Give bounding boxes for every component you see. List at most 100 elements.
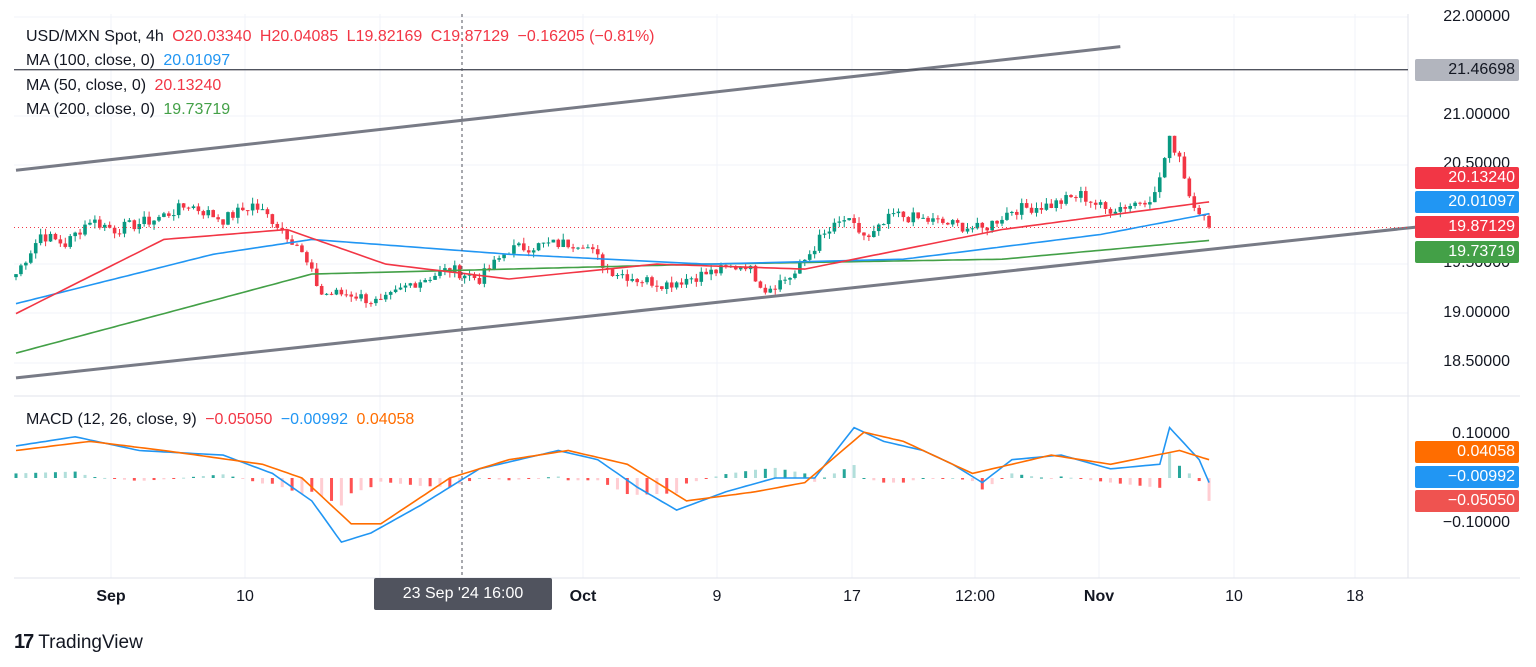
macd-histogram-bar [596, 478, 600, 481]
candle-body [374, 298, 378, 304]
candle-body [14, 274, 18, 278]
candle-body [664, 282, 669, 290]
candle-body [620, 274, 625, 276]
candle-body [477, 278, 482, 284]
candle-body [191, 206, 196, 209]
candle-body [586, 247, 590, 249]
macd-histogram-bar [1148, 478, 1152, 487]
candle-body [1044, 203, 1049, 210]
candles [14, 135, 1408, 308]
macd-histogram-bar [468, 478, 472, 482]
macd-pane [14, 425, 1211, 544]
macd-histogram-bar [921, 478, 925, 479]
candle-body [211, 210, 215, 218]
candle-body [595, 249, 600, 255]
macd-histogram-bar [507, 478, 511, 481]
candle-body [162, 213, 166, 217]
macd-histogram-bar [330, 478, 334, 501]
macd-histogram-bar [823, 477, 827, 479]
candle-body [783, 279, 787, 281]
candle-body [379, 298, 383, 300]
candle-body [571, 247, 575, 249]
macd-histogram-bar [724, 474, 728, 478]
candle-body [1123, 206, 1128, 209]
y-tick: 18.50000 [1443, 353, 1510, 370]
candle-body [245, 210, 250, 212]
candle-body [388, 292, 393, 295]
candle-body [196, 206, 201, 212]
macd-legend[interactable]: MACD (12, 26, close, 9) −0.05050 −0.0099… [26, 411, 418, 429]
macd-histogram-bar [694, 478, 698, 482]
macd-histogram-bar [1207, 478, 1211, 501]
candle-body [610, 269, 615, 277]
macd-histogram-bar [389, 478, 393, 483]
candle-body [300, 245, 304, 253]
candle-body [714, 269, 718, 274]
candle-body [58, 239, 63, 244]
ma200-line [15, 239, 1210, 354]
candle-body [137, 224, 142, 230]
ma50-value: 20.13240 [154, 77, 222, 94]
candle-body [221, 219, 225, 225]
candle-body [433, 275, 437, 280]
macd-histogram-bar [290, 478, 294, 491]
macd-histogram-bar [901, 478, 905, 483]
macd-histogram-bar [675, 478, 679, 494]
macd-histogram-bar [369, 478, 373, 488]
macd-histogram-bar [418, 478, 422, 486]
candle-body [630, 279, 635, 281]
macd-y-tick: −0.10000 [1442, 514, 1510, 531]
macd-histogram-bar [63, 471, 67, 478]
macd-line-label: −0.00992 [1415, 466, 1519, 488]
macd-histogram-bar [931, 478, 935, 479]
macd-histogram-bar [93, 477, 97, 479]
ma50-price-label: 20.13240 [1415, 167, 1519, 189]
candle-body [43, 234, 48, 242]
ma100-legend[interactable]: MA (100, close, 0) 20.01097 [26, 52, 234, 70]
candle-body [891, 213, 896, 215]
ma100-value: 20.01097 [163, 52, 231, 69]
macd-histogram-bar [911, 478, 915, 481]
candle-body [383, 294, 388, 300]
macd-histogram-bar [113, 478, 117, 479]
candle-body [24, 262, 28, 266]
candle-body [531, 250, 536, 253]
candle-body [561, 239, 566, 248]
candle-body [403, 285, 408, 288]
candle-body [517, 243, 521, 246]
candle-body [68, 236, 73, 247]
candle-body [186, 207, 191, 209]
candle-body [216, 217, 220, 220]
ma200-legend[interactable]: MA (200, close, 0) 19.73719 [26, 101, 234, 119]
macd-histogram-bar [625, 478, 629, 495]
ma50-label: MA (50, close, 0) [26, 77, 147, 94]
ma50-legend[interactable]: MA (50, close, 0) 20.13240 [26, 77, 225, 95]
candle-body [1088, 201, 1093, 203]
candle-body [329, 293, 334, 295]
hline-price-label[interactable]: 21.46698 [1415, 59, 1519, 81]
tradingview-logo[interactable]: 17 TradingView [14, 631, 143, 654]
candle-body [763, 287, 768, 293]
macd-histogram-bar [793, 471, 797, 478]
macd-histogram-bar [162, 478, 166, 480]
candle-body [33, 243, 38, 254]
candle-body [655, 285, 659, 287]
high-value: H20.04085 [259, 28, 339, 45]
macd-histogram-bar [1128, 478, 1132, 485]
candle-body [645, 277, 649, 283]
macd-histogram-bar [951, 478, 955, 479]
candle-body [635, 279, 639, 283]
candle-body [295, 244, 299, 246]
candle-body [467, 274, 472, 276]
candle-body [1079, 191, 1083, 198]
macd-histogram-bar [586, 478, 590, 481]
candle-body [369, 303, 373, 305]
candle-body [906, 217, 911, 223]
ma100-label: MA (100, close, 0) [26, 52, 155, 69]
candle-body [364, 294, 368, 304]
trendlines[interactable] [15, 45, 1422, 380]
macd-histogram-bar [773, 467, 777, 478]
macd-histogram-bar [1049, 478, 1053, 479]
candle-body [359, 294, 363, 299]
